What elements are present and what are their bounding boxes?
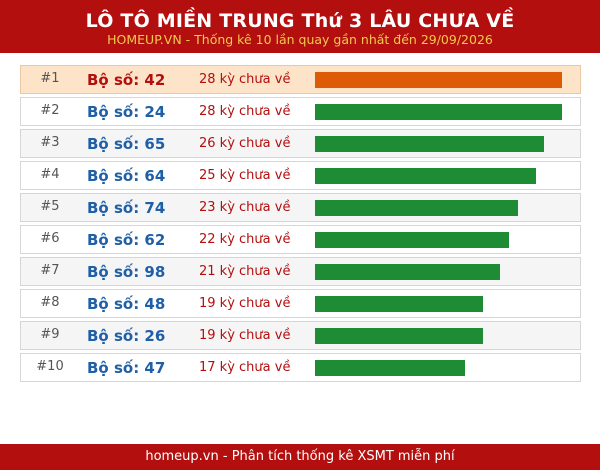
pair-label: Bộ số: 26 xyxy=(87,327,166,345)
rank-label: #4 xyxy=(40,167,60,182)
list-item: #4 Bộ số: 64 25 kỳ chưa về xyxy=(20,161,581,190)
days-label: 22 kỳ chưa về xyxy=(199,232,291,247)
pair-label: Bộ số: 64 xyxy=(87,167,166,185)
list-item: #5 Bộ số: 74 23 kỳ chưa về xyxy=(20,193,581,222)
list-item: #3 Bộ số: 65 26 kỳ chưa về xyxy=(20,129,581,158)
bar-track xyxy=(315,168,562,184)
days-bar xyxy=(315,168,536,184)
bar-track xyxy=(315,264,562,280)
days-bar xyxy=(315,200,518,216)
days-label: 19 kỳ chưa về xyxy=(199,296,291,311)
pair-label: Bộ số: 65 xyxy=(87,135,166,153)
list-item: #8 Bộ số: 48 19 kỳ chưa về xyxy=(20,289,581,318)
bar-track xyxy=(315,104,562,120)
days-label: 28 kỳ chưa về xyxy=(199,72,291,87)
days-label: 26 kỳ chưa về xyxy=(199,136,291,151)
rank-label: #5 xyxy=(40,199,60,214)
days-bar xyxy=(315,136,544,152)
days-label: 21 kỳ chưa về xyxy=(199,264,291,279)
rank-label: #1 xyxy=(40,71,60,86)
pair-label: Bộ số: 62 xyxy=(87,231,166,249)
bar-track xyxy=(315,232,562,248)
pair-label: Bộ số: 47 xyxy=(87,359,166,377)
bar-track xyxy=(315,328,562,344)
bar-track xyxy=(315,200,562,216)
days-bar xyxy=(315,296,483,312)
days-bar xyxy=(315,360,465,376)
list-item: #1 Bộ số: 42 28 kỳ chưa về xyxy=(20,65,581,94)
ranking-list: #1 Bộ số: 42 28 kỳ chưa về #2 Bộ số: 24 … xyxy=(20,65,581,385)
list-item: #6 Bộ số: 62 22 kỳ chưa về xyxy=(20,225,581,254)
pair-label: Bộ số: 48 xyxy=(87,295,166,313)
days-bar xyxy=(315,72,562,88)
days-label: 28 kỳ chưa về xyxy=(199,104,291,119)
days-label: 23 kỳ chưa về xyxy=(199,200,291,215)
rank-label: #9 xyxy=(40,327,60,342)
days-label: 25 kỳ chưa về xyxy=(199,168,291,183)
rank-label: #7 xyxy=(40,263,60,278)
page-subtitle: HOMEUP.VN - Thống kê 10 lần quay gần nhấ… xyxy=(107,32,493,47)
days-bar xyxy=(315,328,483,344)
rank-label: #8 xyxy=(40,295,60,310)
bar-track xyxy=(315,296,562,312)
rank-label: #10 xyxy=(36,359,64,374)
days-label: 19 kỳ chưa về xyxy=(199,328,291,343)
rank-label: #2 xyxy=(40,103,60,118)
page-footer: homeup.vn - Phân tích thống kê XSMT miễn… xyxy=(0,444,600,470)
days-bar xyxy=(315,104,562,120)
days-bar xyxy=(315,264,500,280)
pair-label: Bộ số: 74 xyxy=(87,199,166,217)
rank-label: #3 xyxy=(40,135,60,150)
list-item: #2 Bộ số: 24 28 kỳ chưa về xyxy=(20,97,581,126)
bar-track xyxy=(315,360,562,376)
days-label: 17 kỳ chưa về xyxy=(199,360,291,375)
pair-label: Bộ số: 98 xyxy=(87,263,166,281)
page-title: LÔ TÔ MIỀN TRUNG Thứ 3 LÂU CHƯA VỀ xyxy=(85,10,515,32)
list-item: #9 Bộ số: 26 19 kỳ chưa về xyxy=(20,321,581,350)
pair-label: Bộ số: 42 xyxy=(87,71,166,89)
list-item: #10 Bộ số: 47 17 kỳ chưa về xyxy=(20,353,581,382)
list-item: #7 Bộ số: 98 21 kỳ chưa về xyxy=(20,257,581,286)
page-header: LÔ TÔ MIỀN TRUNG Thứ 3 LÂU CHƯA VỀ HOMEU… xyxy=(0,0,600,53)
days-bar xyxy=(315,232,509,248)
bar-track xyxy=(315,136,562,152)
rank-label: #6 xyxy=(40,231,60,246)
pair-label: Bộ số: 24 xyxy=(87,103,166,121)
bar-track xyxy=(315,72,562,88)
